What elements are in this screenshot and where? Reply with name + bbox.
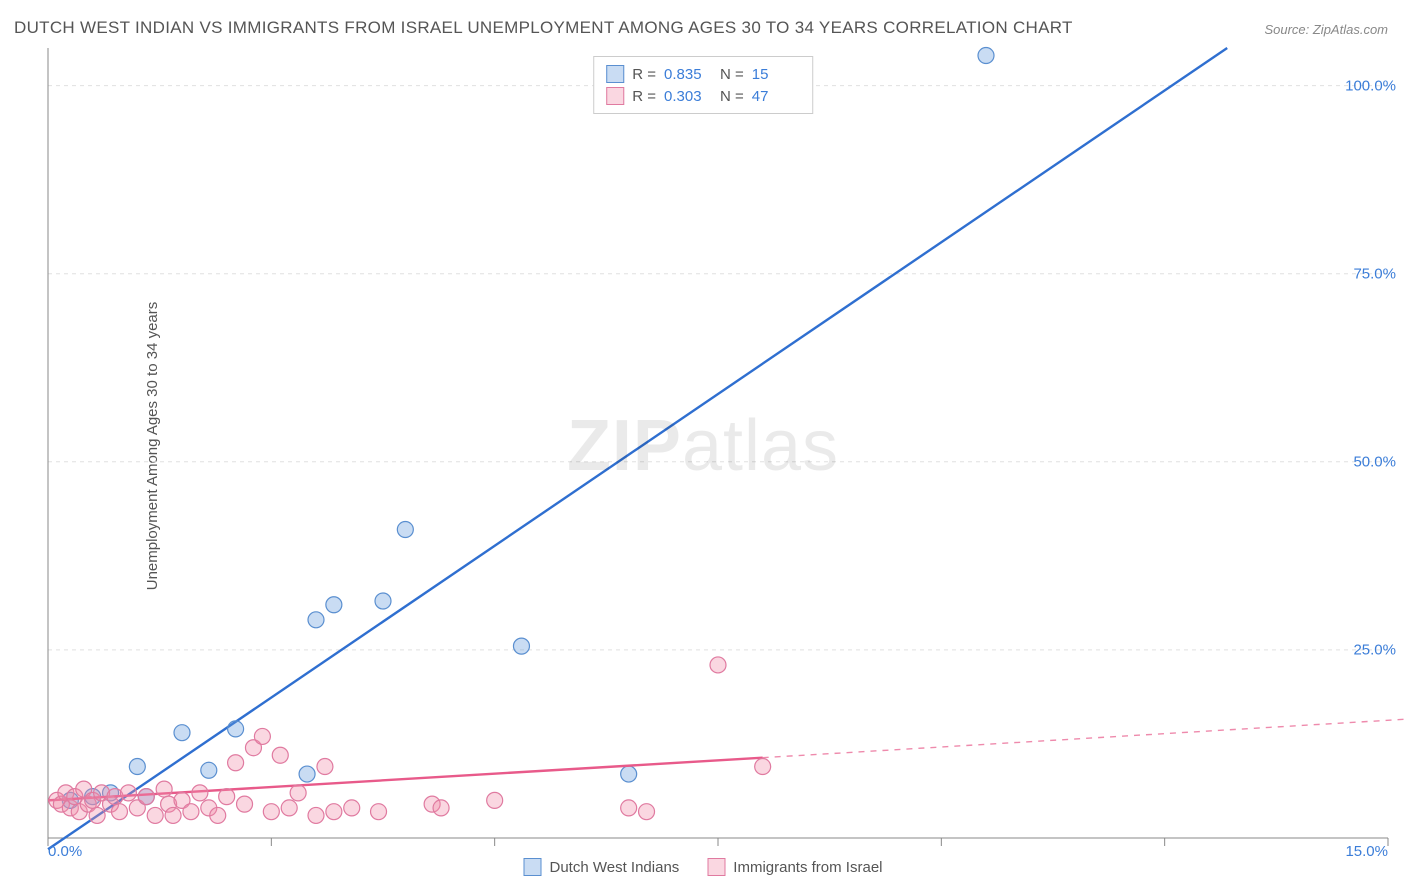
- legend-row: R = 0.303 N = 47: [606, 85, 800, 107]
- series-legend: Dutch West Indians Immigrants from Israel: [524, 858, 883, 876]
- r-label: R =: [632, 66, 656, 83]
- legend-label: Dutch West Indians: [550, 859, 680, 876]
- r-value: 0.835: [664, 66, 712, 83]
- y-tick-label: 25.0%: [1353, 641, 1396, 658]
- legend-swatch: [524, 858, 542, 876]
- r-label: R =: [632, 88, 656, 105]
- n-value: 47: [752, 88, 800, 105]
- legend-swatch: [606, 87, 624, 105]
- r-value: 0.303: [664, 88, 712, 105]
- legend-swatch: [606, 65, 624, 83]
- x-axis-min-label: 0.0%: [48, 843, 82, 860]
- legend-item: Dutch West Indians: [524, 858, 680, 876]
- legend-row: R = 0.835 N = 15: [606, 63, 800, 85]
- n-label: N =: [720, 66, 744, 83]
- correlation-legend: R = 0.835 N = 15 R = 0.303 N = 47: [593, 56, 813, 114]
- n-label: N =: [720, 88, 744, 105]
- legend-label: Immigrants from Israel: [733, 859, 882, 876]
- n-value: 15: [752, 66, 800, 83]
- y-tick-label: 50.0%: [1353, 453, 1396, 470]
- x-axis-max-label: 15.0%: [1345, 843, 1388, 860]
- y-tick-label: 100.0%: [1345, 77, 1396, 94]
- legend-item: Immigrants from Israel: [707, 858, 882, 876]
- y-tick-label: 75.0%: [1353, 265, 1396, 282]
- correlation-scatter-chart: [0, 0, 1406, 892]
- legend-swatch: [707, 858, 725, 876]
